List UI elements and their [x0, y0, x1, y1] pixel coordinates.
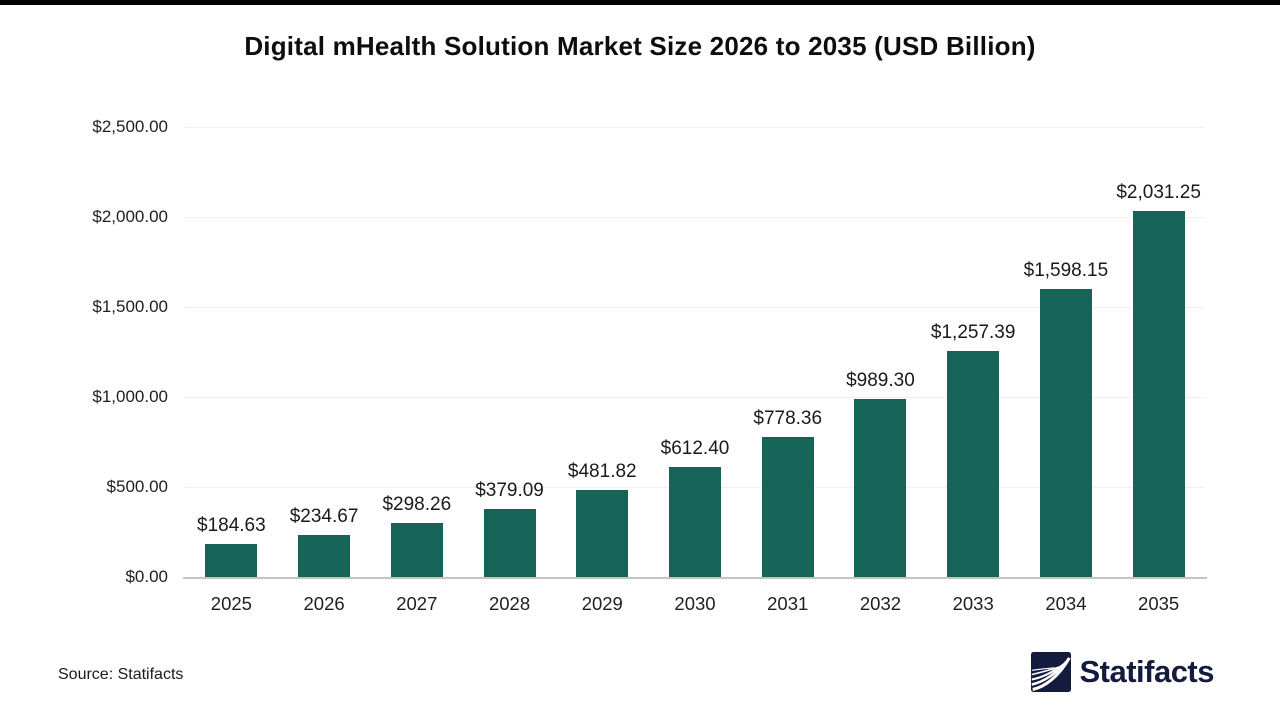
y-axis-tick-label: $500.00: [106, 477, 168, 496]
brand-logo: Statifacts: [1031, 650, 1214, 694]
top-border: [0, 0, 1280, 5]
x-axis-tick-label: 2031: [767, 593, 809, 614]
bar-value-label: $1,598.15: [1023, 260, 1109, 282]
bar-value-label: $184.63: [197, 514, 266, 536]
bar-value-label: $778.36: [753, 407, 823, 429]
chart-title: Digital mHealth Solution Market Size 202…: [244, 31, 1036, 61]
x-axis-line: [183, 577, 1207, 579]
x-axis-tick-label: 2033: [952, 593, 994, 614]
bar-2034: [1039, 289, 1092, 577]
x-axis-tick-label: 2028: [488, 593, 531, 614]
bar-2032: [854, 398, 907, 577]
gridline: [185, 306, 1205, 308]
y-axis-tick-label: $1,000.00: [92, 387, 168, 406]
x-axis-tick-label: 2034: [1045, 593, 1087, 614]
y-axis-tick-label: $2,000.00: [92, 207, 168, 226]
bar-value-label: $298.26: [382, 494, 452, 516]
bar-2028: [483, 508, 536, 577]
x-axis-tick-label: 2027: [396, 593, 438, 614]
bar-2035: [1132, 211, 1185, 577]
bar-value-label: $989.30: [846, 369, 915, 391]
x-axis-tick-label: 2030: [674, 593, 716, 614]
x-axis-tick-label: 2026: [303, 593, 345, 614]
bar-value-label: $1,257.39: [930, 321, 1016, 343]
gridline: [185, 396, 1205, 398]
x-axis-tick-label: 2032: [859, 593, 902, 614]
bar-value-label: $234.67: [289, 505, 359, 527]
bar-2029: [576, 490, 629, 577]
bar-2027: [390, 523, 443, 577]
source-note: Source: Statifacts: [58, 666, 184, 683]
bar-2026: [298, 534, 351, 577]
x-axis-tick-label: 2035: [1138, 593, 1180, 614]
gridline: [185, 216, 1205, 218]
bar-2025: [205, 543, 258, 577]
bar-value-label: $379.09: [475, 479, 544, 501]
y-axis-tick-label: $2,500.00: [92, 117, 168, 136]
bar-value-label: $2,031.25: [1116, 182, 1201, 204]
statifacts-logo-icon: [1031, 652, 1072, 692]
bar-2031: [761, 436, 814, 577]
bar-value-label: $481.82: [567, 461, 637, 483]
x-axis-tick-label: 2029: [581, 593, 623, 614]
y-axis-tick-label: $1,500.00: [92, 297, 168, 316]
bar-2030: [669, 466, 721, 577]
y-axis-tick-label: $0.00: [125, 567, 168, 586]
bar-2033: [947, 350, 1000, 577]
brand-name: Statifacts: [1079, 654, 1214, 689]
x-axis-tick-label: 2025: [210, 593, 252, 614]
gridline: [185, 126, 1205, 128]
bar-value-label: $612.40: [660, 437, 730, 459]
